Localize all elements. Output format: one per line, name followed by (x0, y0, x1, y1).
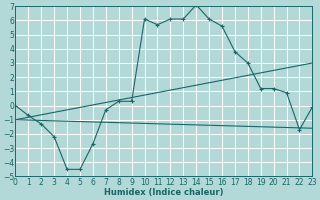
X-axis label: Humidex (Indice chaleur): Humidex (Indice chaleur) (104, 188, 224, 197)
